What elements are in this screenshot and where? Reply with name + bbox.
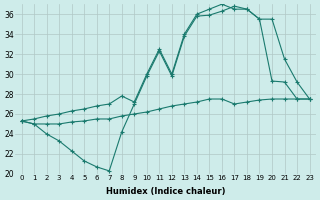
X-axis label: Humidex (Indice chaleur): Humidex (Indice chaleur) xyxy=(106,187,225,196)
